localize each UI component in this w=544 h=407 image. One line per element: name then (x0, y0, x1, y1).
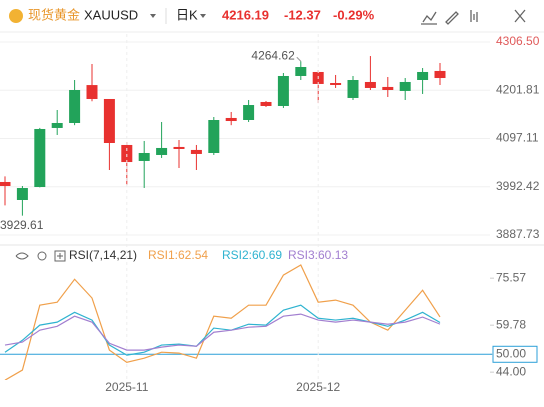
annotation: 3929.61 (0, 218, 44, 232)
legend-entry: RSI3:60.13 (288, 248, 348, 262)
candle-body (225, 117, 237, 122)
candle-body (190, 149, 202, 154)
rsi-line (4, 313, 441, 351)
candle-body (243, 105, 255, 120)
y-tick-label: 3992.42 (496, 179, 540, 193)
candle-body (103, 98, 115, 143)
tool-indicator[interactable] (470, 10, 478, 22)
eye-icon[interactable] (15, 252, 29, 260)
y-tick-label: 4097.11 (496, 131, 539, 145)
candle-body (16, 188, 28, 200)
candle-body (260, 101, 272, 106)
price: 4216.19 (222, 7, 269, 22)
candle-body (434, 70, 446, 79)
y-tick-label: 59.78 (496, 317, 526, 331)
add-icon-plus (57, 253, 63, 259)
period[interactable]: 日K (176, 7, 198, 22)
candle-body (69, 90, 81, 123)
candle-body (417, 71, 429, 80)
instrument-name[interactable]: 现货黄金 (28, 7, 80, 22)
candle-body (121, 144, 133, 163)
candle-body (295, 67, 307, 76)
toolbar (0, 0, 544, 32)
rsi-line (4, 264, 441, 380)
candle-body (173, 146, 185, 149)
tool-pen[interactable] (445, 11, 459, 25)
tool-close[interactable] (514, 9, 526, 23)
candle-body (382, 86, 394, 90)
gear-icon[interactable] (37, 251, 47, 261)
candle-body (330, 82, 342, 85)
dropdown-arrow[interactable] (200, 14, 206, 18)
candle-body (277, 75, 289, 106)
candle-body (51, 122, 63, 128)
y-tick-label: 75.57 (496, 270, 526, 284)
candle-body (156, 147, 168, 155)
legend-entry: RSI1:62.54 (148, 248, 208, 262)
candle-body (399, 81, 411, 91)
x-tick-label: 2025-12 (296, 380, 340, 394)
annotation: 4264.62 (251, 48, 295, 62)
change-pct: -0.29% (333, 7, 375, 22)
candle-body (0, 181, 11, 186)
candle-body (138, 152, 150, 161)
y-tick-label: 50.00 (496, 346, 526, 360)
candle-body (86, 85, 98, 99)
y-tick-label: 44.00 (496, 364, 526, 378)
x-tick-label: 2025-11 (105, 380, 148, 394)
y-tick-label: 4201.81 (496, 82, 540, 96)
candle-body (208, 120, 220, 153)
annotation-leader (296, 56, 302, 62)
candle-body (347, 80, 359, 98)
rsi-title: RSI(7,14,21) (69, 248, 137, 262)
rsi-line (4, 304, 441, 356)
rsi-toolbar (15, 250, 66, 262)
legend-entry: RSI2:60.69 (222, 248, 282, 262)
candle-body (34, 128, 46, 188)
add-icon[interactable] (54, 250, 66, 262)
change: -12.37 (284, 7, 321, 22)
y-tick-label: 3887.73 (496, 227, 540, 241)
symbol[interactable]: XAUUSD (84, 7, 138, 22)
ref-label-box (492, 345, 538, 363)
tool-line[interactable] (421, 11, 437, 25)
candle-body (364, 81, 376, 88)
gold-icon (9, 9, 23, 23)
dropdown-arrow[interactable] (150, 14, 156, 18)
y-tick-label: 4306.50 (496, 34, 540, 48)
